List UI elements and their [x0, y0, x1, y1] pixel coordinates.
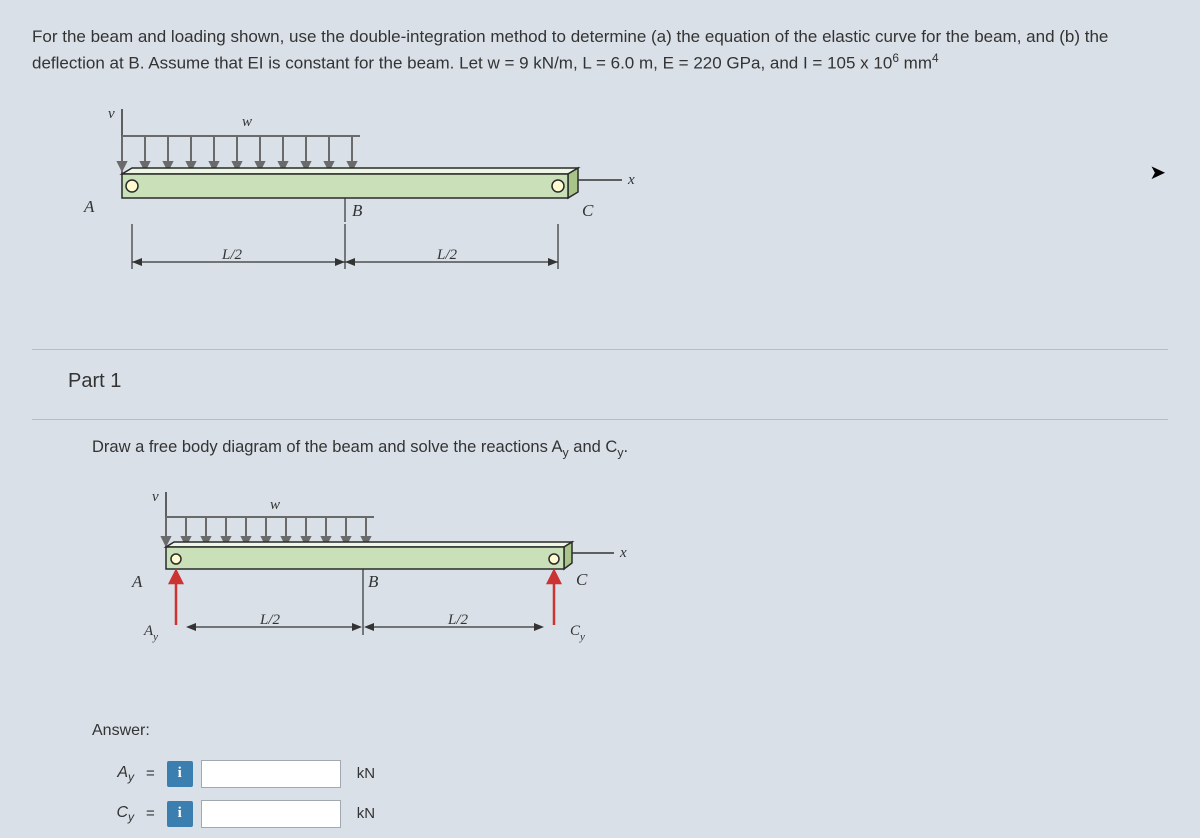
unit-kn: kN: [357, 765, 375, 782]
svg-text:x: x: [619, 545, 627, 561]
beam-diagram-1: v w x A B C: [62, 104, 1168, 319]
svg-text:C: C: [576, 570, 588, 589]
i-value-base: 105 x 10: [827, 53, 892, 72]
svg-text:A: A: [131, 572, 143, 591]
problem-statement: For the beam and loading shown, use the …: [32, 24, 1168, 76]
info-icon[interactable]: i: [167, 801, 193, 827]
svg-text:Ay: Ay: [143, 623, 158, 643]
svg-text:L/2: L/2: [447, 612, 469, 628]
i-unit-exp: 4: [932, 51, 939, 65]
v-axis-label: v: [108, 106, 115, 122]
i-exponent: 6: [892, 51, 899, 65]
point-a-label: A: [83, 197, 95, 216]
dim-right: L/2: [436, 247, 458, 263]
section-divider: [32, 349, 1168, 350]
cy-input[interactable]: [201, 800, 341, 828]
w-value: 9 kN/m: [519, 53, 573, 72]
answer-row-ay: Ay = i kN: [92, 760, 1168, 788]
svg-text:Cy: Cy: [570, 623, 585, 643]
svg-text:B: B: [368, 572, 379, 591]
var-cy: Cy: [92, 804, 134, 824]
info-icon[interactable]: i: [167, 761, 193, 787]
point-b-label: B: [352, 201, 363, 220]
cursor-pointer-icon: ➤: [1149, 160, 1166, 185]
var-ay: Ay: [92, 764, 134, 784]
svg-text:w: w: [270, 497, 280, 513]
answer-heading: Answer:: [92, 722, 1168, 740]
part-1-title: Part 1: [68, 370, 1168, 393]
point-c-label: C: [582, 201, 594, 220]
load-arrows: [118, 136, 356, 170]
dim-left: L/2: [221, 247, 243, 263]
svg-text:v: v: [152, 489, 159, 505]
unit-kn: kN: [357, 805, 375, 822]
answer-row-cy: Cy = i kN: [92, 800, 1168, 828]
e-value: 220 GPa: [693, 53, 760, 72]
ay-input[interactable]: [201, 760, 341, 788]
beam-diagram-2: v w x: [110, 487, 1168, 692]
x-axis-label: x: [627, 172, 635, 188]
svg-text:L/2: L/2: [259, 612, 281, 628]
part-1-instruction: Draw a free body diagram of the beam and…: [92, 438, 1168, 459]
w-label: w: [242, 114, 252, 130]
section-divider-2: [32, 419, 1168, 420]
l-value: 6.0 m: [611, 53, 654, 72]
